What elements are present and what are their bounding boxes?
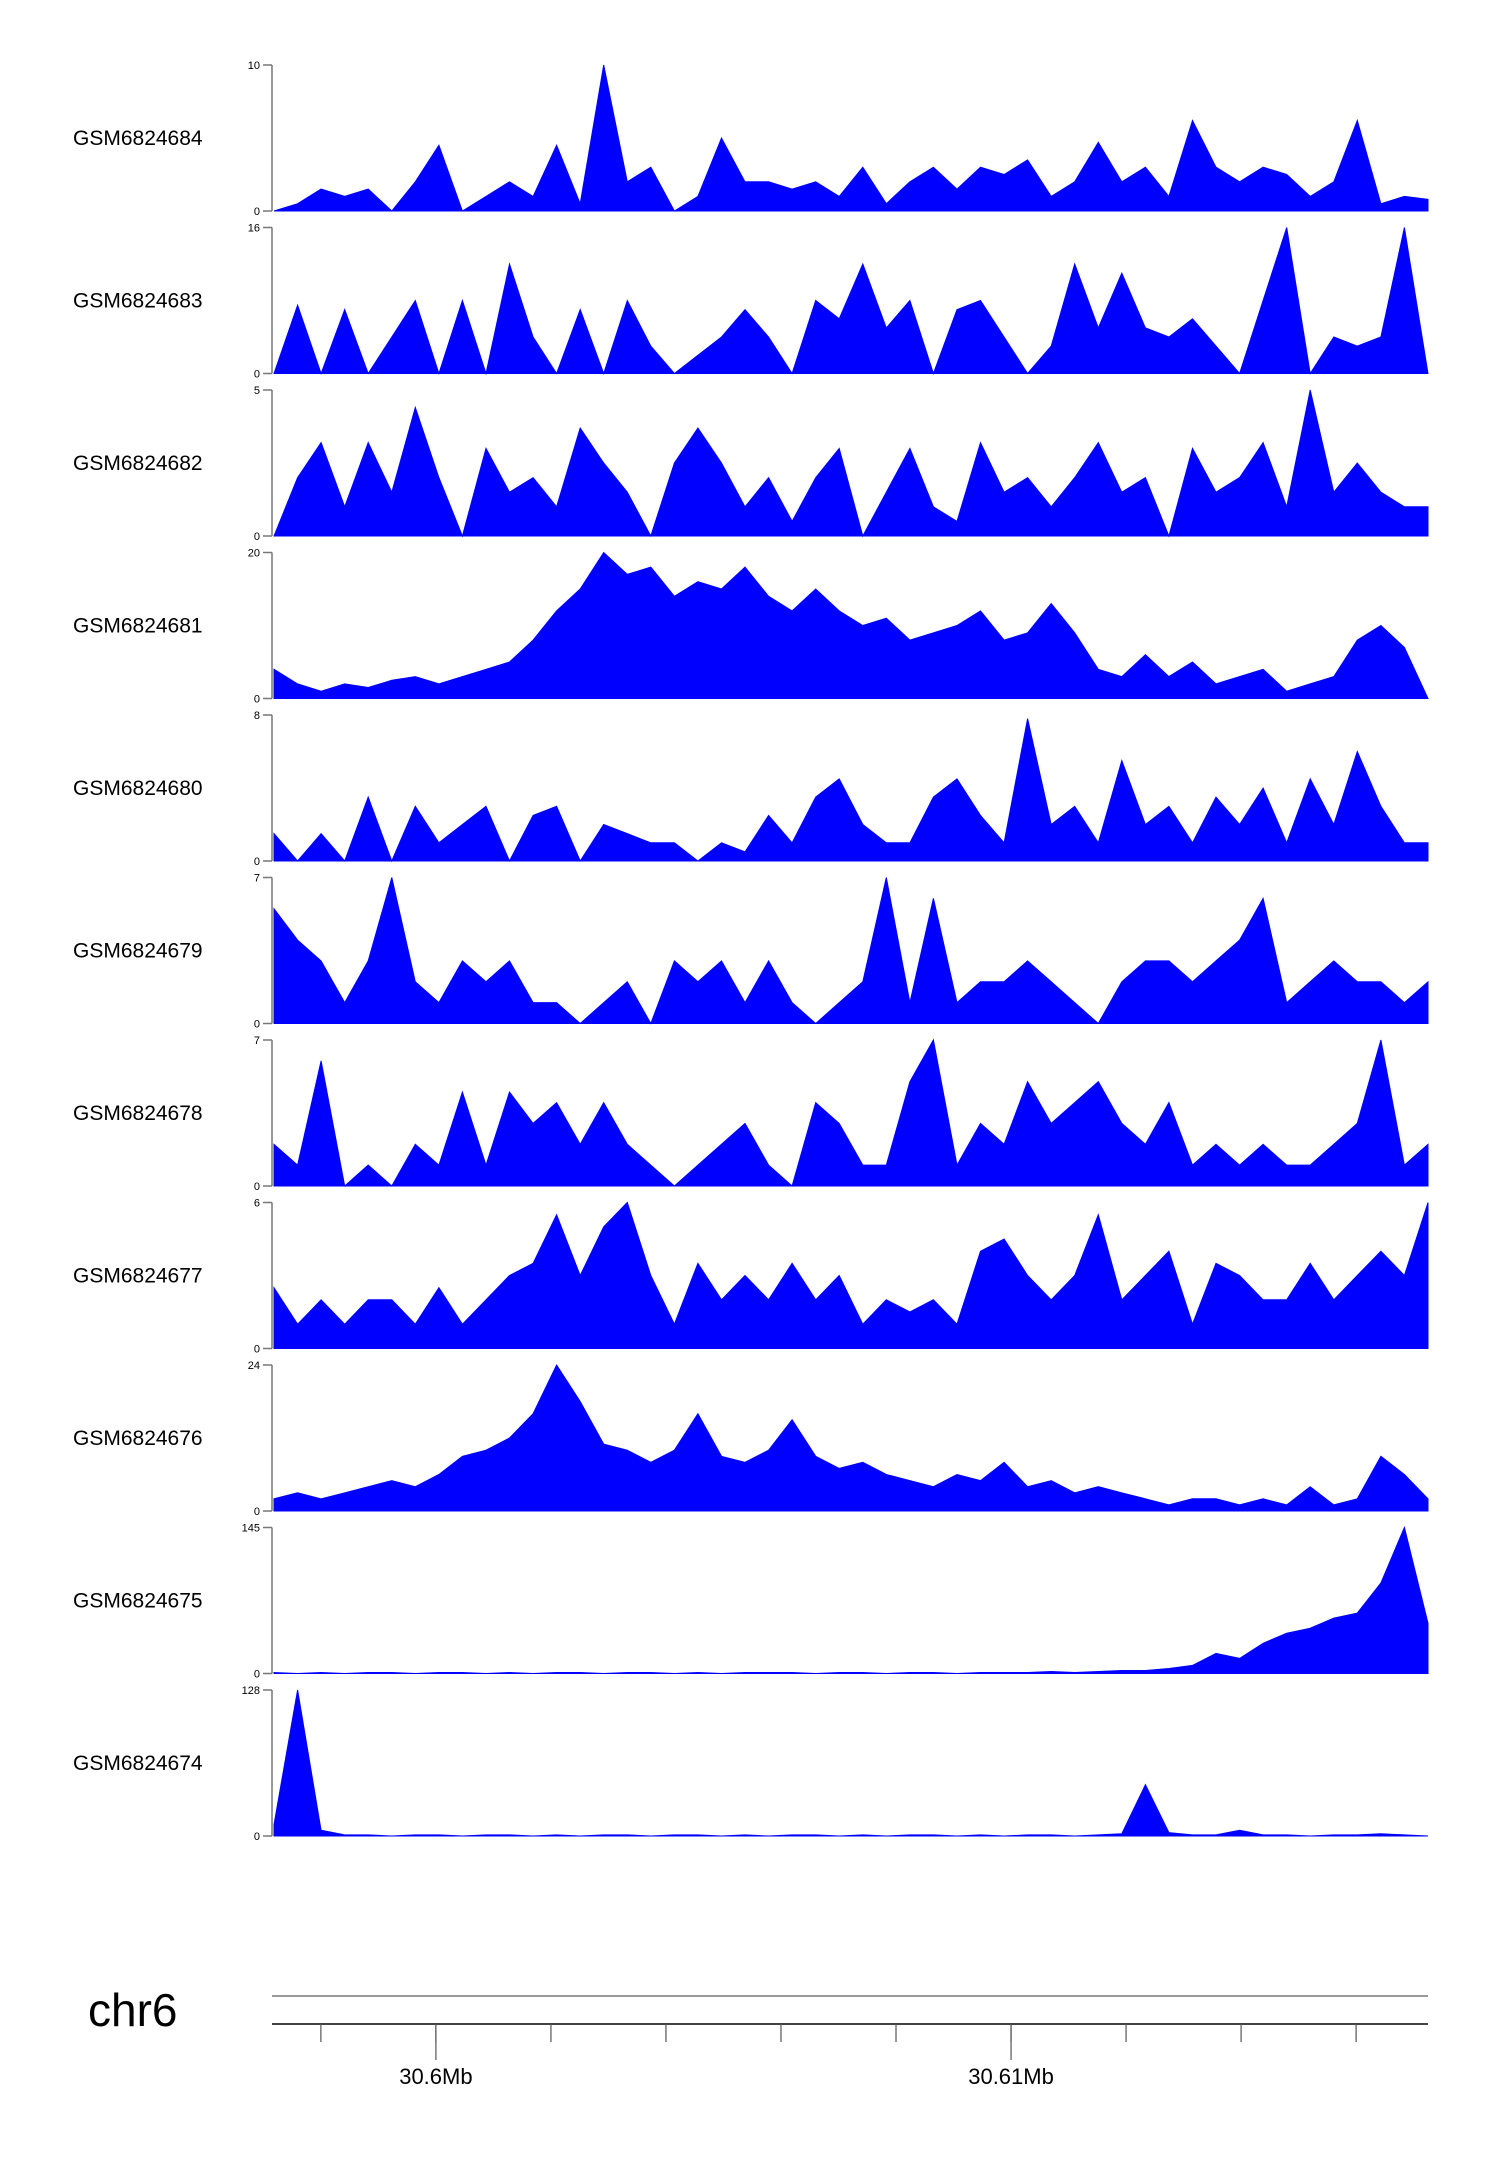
track-GSM6824674: GSM6824674 128 0 (73, 1685, 1429, 1843)
y-min-label: 0 (254, 1669, 260, 1681)
track-label: GSM6824678 (73, 1102, 203, 1125)
y-max-label: 24 (248, 1360, 260, 1372)
y-min-label: 0 (254, 531, 260, 543)
y-min-label: 0 (254, 206, 260, 218)
track-label: GSM6824681 (73, 615, 203, 638)
track-GSM6824679: GSM6824679 7 0 (73, 873, 1429, 1031)
track-GSM6824675: GSM6824675 145 0 (73, 1523, 1429, 1681)
coverage-area (273, 551, 1429, 699)
track-GSM6824680: GSM6824680 8 0 (73, 710, 1429, 868)
track-GSM6824684: GSM6824684 10 0 (73, 60, 1429, 218)
y-max-label: 20 (248, 548, 260, 560)
coverage-area (273, 1038, 1429, 1187)
x-tick-label: 30.6Mb (399, 2064, 472, 2089)
track-GSM6824676: GSM6824676 24 0 (73, 1360, 1429, 1518)
track-label: GSM6824679 (73, 940, 203, 963)
coverage-area (273, 877, 1429, 1025)
y-min-label: 0 (254, 1506, 260, 1518)
y-max-label: 6 (254, 1198, 260, 1210)
axis-ticks: 30.6Mb 30.61Mb (320, 2024, 1357, 2089)
coverage-area (273, 1363, 1429, 1512)
coverage-area (273, 1525, 1429, 1675)
track-label: GSM6824682 (73, 452, 203, 475)
track-GSM6824678: GSM6824678 7 0 (73, 1035, 1429, 1193)
y-max-label: 145 (242, 1523, 260, 1535)
y-max-label: 7 (254, 873, 260, 885)
track-GSM6824677: GSM6824677 6 0 (73, 1198, 1429, 1356)
coverage-area (273, 1689, 1429, 1837)
genome-axis: chr6 30.6Mb 30.61Mb (88, 1984, 1428, 2089)
track-GSM6824682: GSM6824682 5 0 (73, 385, 1429, 543)
y-min-label: 0 (254, 369, 260, 381)
track-label: GSM6824683 (73, 290, 203, 313)
track-label: GSM6824680 (73, 777, 203, 800)
y-max-label: 8 (254, 710, 260, 722)
y-max-label: 7 (254, 1035, 260, 1047)
coverage-area (273, 227, 1429, 376)
y-min-label: 0 (254, 1831, 260, 1843)
track-label: GSM6824677 (73, 1265, 203, 1288)
track-label: GSM6824674 (73, 1752, 203, 1775)
track-GSM6824681: GSM6824681 20 0 (73, 548, 1429, 706)
y-max-label: 10 (248, 60, 260, 72)
coverage-area (273, 718, 1429, 863)
y-min-label: 0 (254, 856, 260, 868)
coverage-area (273, 1201, 1429, 1349)
y-max-label: 128 (242, 1685, 260, 1697)
y-min-label: 0 (254, 694, 260, 706)
y-min-label: 0 (254, 1344, 260, 1356)
coverage-area (273, 389, 1429, 538)
y-min-label: 0 (254, 1181, 260, 1193)
track-GSM6824683: GSM6824683 16 0 (73, 223, 1429, 381)
y-max-label: 16 (248, 223, 260, 235)
chromosome-label: chr6 (88, 1984, 177, 2036)
track-label: GSM6824675 (73, 1590, 203, 1613)
y-min-label: 0 (254, 1019, 260, 1031)
data-tracks: GSM6824684100GSM6824683160GSM682468250GS… (73, 60, 1429, 1843)
x-tick-label: 30.61Mb (968, 2064, 1054, 2089)
coverage-area (273, 64, 1429, 212)
track-label: GSM6824676 (73, 1427, 203, 1450)
y-max-label: 5 (254, 385, 260, 397)
track-label: GSM6824684 (73, 127, 203, 150)
